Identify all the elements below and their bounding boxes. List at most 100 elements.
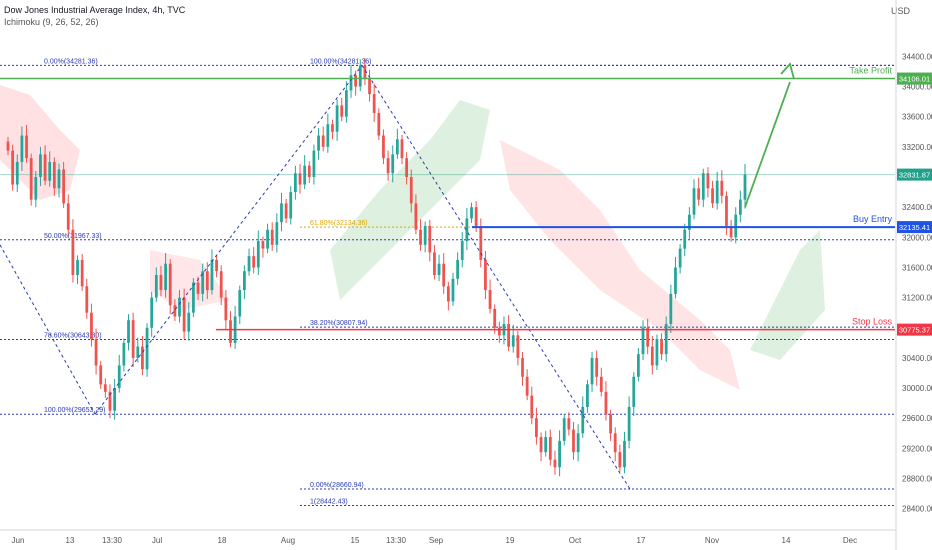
candle-body (48, 161, 52, 181)
candle-body (706, 173, 710, 189)
candle-body (521, 357, 524, 377)
candle-body (470, 207, 473, 219)
candle-body (516, 335, 520, 358)
candle-body (261, 241, 265, 249)
candle-body (572, 429, 575, 453)
candle-body (697, 188, 701, 200)
fib-level-label: 1(28442.43) (310, 498, 348, 505)
candle-body (674, 267, 677, 294)
candle-body (131, 320, 135, 358)
candle-body (646, 327, 650, 347)
candle-body (655, 339, 659, 366)
price-tick-label: 28800.00 (902, 475, 932, 484)
candle-body (609, 414, 612, 434)
candle-body (335, 105, 339, 132)
candle-body (548, 437, 552, 460)
candle-body (289, 192, 293, 219)
candle-body (201, 271, 205, 294)
price-tick-label: 34400.00 (902, 52, 932, 61)
candle-body (215, 259, 218, 272)
candle-body (725, 195, 728, 226)
fib-level-label: 61.80%(32134.36) (310, 220, 368, 227)
candle-body (331, 124, 334, 132)
candle-body (599, 376, 603, 392)
buy-entry-price-tag-text: 32135.41 (899, 223, 930, 232)
time-tick-label: 19 (506, 536, 515, 545)
candle-body (312, 150, 316, 177)
candle-body (715, 180, 719, 204)
current-price-tag (897, 168, 932, 181)
fib-level-label: 38.20%(30807.94) (310, 320, 368, 327)
currency-label: USD (890, 6, 910, 16)
fib-level-label: 100.00%(34281.36) (310, 58, 372, 65)
price-tick-label: 33600.00 (902, 113, 932, 122)
candle-body (317, 135, 320, 151)
candle-body (293, 173, 297, 193)
chart-title: Dow Jones Industrial Average Index, 4h, … (4, 5, 186, 15)
candle-body (711, 188, 714, 204)
candle-body (307, 165, 311, 177)
price-tick-label: 31600.00 (902, 263, 932, 272)
fib-level-label: 78.60%(30643.80) (44, 333, 102, 340)
candle-body (103, 384, 107, 392)
candle-body (196, 282, 200, 294)
take-profit-label: Take Profit (849, 66, 892, 76)
candle-body (154, 275, 158, 298)
candle-body (15, 161, 19, 185)
candle-body (558, 440, 561, 468)
candle-body (567, 418, 571, 430)
candle-body (368, 79, 371, 95)
candle-body (178, 297, 181, 317)
price-axis: 28400.00 28800.00 29200.00 29600.00 30000.00… (902, 52, 932, 513)
candle-body (344, 90, 348, 117)
candle-body (127, 320, 130, 343)
time-tick-label: Jun (12, 536, 25, 545)
candle-body (391, 154, 395, 174)
price-tick-label: 32400.00 (902, 203, 932, 212)
candle-body (664, 324, 668, 355)
candle-body (493, 308, 497, 328)
candle-body (187, 312, 191, 332)
candle-body (349, 75, 353, 91)
fib-level-label: 100.00%(29653.29) (44, 407, 106, 414)
candle-body (687, 214, 691, 230)
candle-body (465, 218, 469, 242)
trend-line (0, 244, 96, 415)
candle-body (252, 256, 256, 268)
candle-body (683, 229, 687, 249)
time-tick-label: 18 (218, 536, 227, 545)
time-tick-label: Dec (843, 536, 857, 545)
candle-body (437, 263, 441, 275)
candle-body (57, 169, 61, 189)
fib-level-label: 0.00%(28660.94) (310, 482, 364, 489)
candle-body (29, 158, 33, 200)
candle-body (90, 312, 93, 340)
time-tick-label: 13 (66, 536, 75, 545)
candle-body (25, 135, 28, 159)
buy-entry-label: Buy Entry (853, 214, 893, 224)
candle-body (298, 173, 302, 185)
candle-body (660, 339, 663, 355)
candle-body (530, 395, 534, 419)
price-tick-label: 30000.00 (902, 384, 932, 393)
candle-body (386, 158, 390, 174)
candle-body (85, 286, 89, 313)
candle-body (581, 406, 585, 434)
candle-body (562, 418, 566, 441)
candle-body (340, 105, 344, 117)
time-tick-label: Oct (569, 536, 582, 545)
candle-body (150, 297, 154, 328)
time-axis: Jun 13 13:30 Jul 18 Aug 15 13:30 Sep 19 Oct 17 Nov 14… (12, 536, 858, 545)
candle-body (382, 135, 385, 159)
candle-body (525, 376, 529, 396)
candle-body (613, 433, 617, 453)
candle-body (460, 241, 464, 260)
candle-body (669, 293, 673, 324)
time-tick-label: Jul (152, 536, 162, 545)
candle-body (743, 174, 747, 200)
time-tick-label: 15 (351, 536, 360, 545)
candles (6, 57, 747, 477)
candle-body (71, 229, 75, 275)
